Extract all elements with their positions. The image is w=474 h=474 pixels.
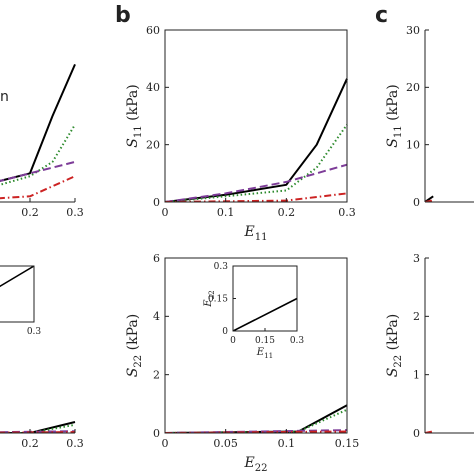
chart-b-top: 0 0.1 0.2 0.3 0 20 40 60 E11 S11 (kPa) <box>125 24 356 243</box>
series-group <box>0 64 76 200</box>
inset-frame <box>232 265 298 332</box>
y-tick-label: 0 <box>222 327 228 337</box>
y-axis-label: S22 (kPa) <box>385 314 404 377</box>
series-line-0 <box>165 404 348 433</box>
x-tick-label: 0 <box>162 206 169 219</box>
series-line-1 <box>165 124 348 202</box>
y-tick-label: 60 <box>146 24 160 37</box>
x-tick-label: 0.05 <box>213 437 238 450</box>
panel-label-b: b <box>115 3 131 28</box>
y-tick-label: 0 <box>413 427 420 440</box>
y-axis-label: S11 (kPa) <box>385 84 404 147</box>
x-tick-label: 0.1 <box>217 206 235 219</box>
legend-text-fragment: n <box>0 89 9 105</box>
series-line-0 <box>0 421 76 433</box>
y-tick-label: 3 <box>413 252 420 265</box>
panel-label-c: c <box>375 3 388 28</box>
chart-c-top: 0 10 20 30 S11 (kPa) <box>385 24 474 209</box>
x-tick-label: 0 <box>230 336 236 346</box>
chart-b-inset: 0 0.15 0.3 0 0.15 0.3 E11 E22 <box>203 262 304 360</box>
x-axis-label: E11 <box>243 224 267 243</box>
y-tick-label: 0 <box>413 196 420 209</box>
axes-box <box>164 257 348 434</box>
series-group <box>0 265 35 288</box>
series-line-0 <box>165 78 348 202</box>
x-tick-label: 0.3 <box>27 327 42 337</box>
series-line-0 <box>233 297 298 331</box>
y-tick-label: 1 <box>413 369 420 382</box>
y-tick-label: 0 <box>153 427 160 440</box>
y-tick-label: 4 <box>153 310 160 323</box>
x-tick-label: 0.15 <box>335 437 360 450</box>
chart-b-mid: 0 0.05 0.1 0.15 0 2 4 6 E22 S22 (kPa) <box>125 252 359 474</box>
y-tick-label: 0.3 <box>214 262 229 272</box>
x-axis-label: E11 <box>256 347 273 360</box>
inset-frame <box>0 265 35 323</box>
series-group <box>165 78 348 202</box>
x-tick-label: 0.3 <box>290 336 305 346</box>
axes-box <box>0 265 35 323</box>
y-tick-label: 2 <box>153 369 160 382</box>
y-axis-label: S11 (kPa) <box>125 84 144 147</box>
y-tick-label: 30 <box>406 24 420 37</box>
x-tick-label: 0.3 <box>66 437 84 450</box>
y-tick-label: 0 <box>153 196 160 209</box>
x-axis-label: E22 <box>243 455 267 474</box>
series-line-0 <box>0 265 35 288</box>
y-tick-label: 20 <box>406 81 420 94</box>
series-line-0 <box>0 64 76 182</box>
series-line-1 <box>165 408 348 433</box>
x-tick-label: 0.2 <box>278 206 296 219</box>
chart-a-top: 0.2 0.3 <box>0 64 84 219</box>
chart-c-mid: 0 1 2 3 S22 (kPa) <box>385 252 474 440</box>
y-tick-label: 0.15 <box>208 295 228 305</box>
y-tick-label: 10 <box>406 139 420 152</box>
y-axis-label: S22 (kPa) <box>125 314 144 377</box>
x-tick-label: 0 <box>162 437 169 450</box>
x-tick-label: 0.15 <box>255 336 275 346</box>
series-line-1 <box>0 124 76 186</box>
y-tick-label: 40 <box>146 81 160 94</box>
series-group <box>0 421 76 433</box>
x-tick-label: 0.2 <box>21 206 39 219</box>
y-tick-label: 2 <box>413 310 420 323</box>
series-group <box>425 195 434 202</box>
y-tick-label: 6 <box>153 252 160 265</box>
axes-box <box>164 29 348 203</box>
chart-a-bottom: 0.2 0.3 <box>0 421 84 450</box>
x-tick-label: 0.3 <box>338 206 356 219</box>
series-line-2 <box>165 163 348 202</box>
series-group <box>165 404 348 433</box>
series-line-3 <box>0 431 76 433</box>
y-axis-label: E22 <box>203 290 216 307</box>
x-tick-label: 0.1 <box>278 437 296 450</box>
x-tick-label: 0.3 <box>66 206 84 219</box>
series-line-1 <box>0 423 76 433</box>
series-line-3 <box>0 175 76 200</box>
y-tick-label: 20 <box>146 139 160 152</box>
series-group <box>233 297 298 331</box>
x-tick-label: 0.2 <box>21 437 39 450</box>
